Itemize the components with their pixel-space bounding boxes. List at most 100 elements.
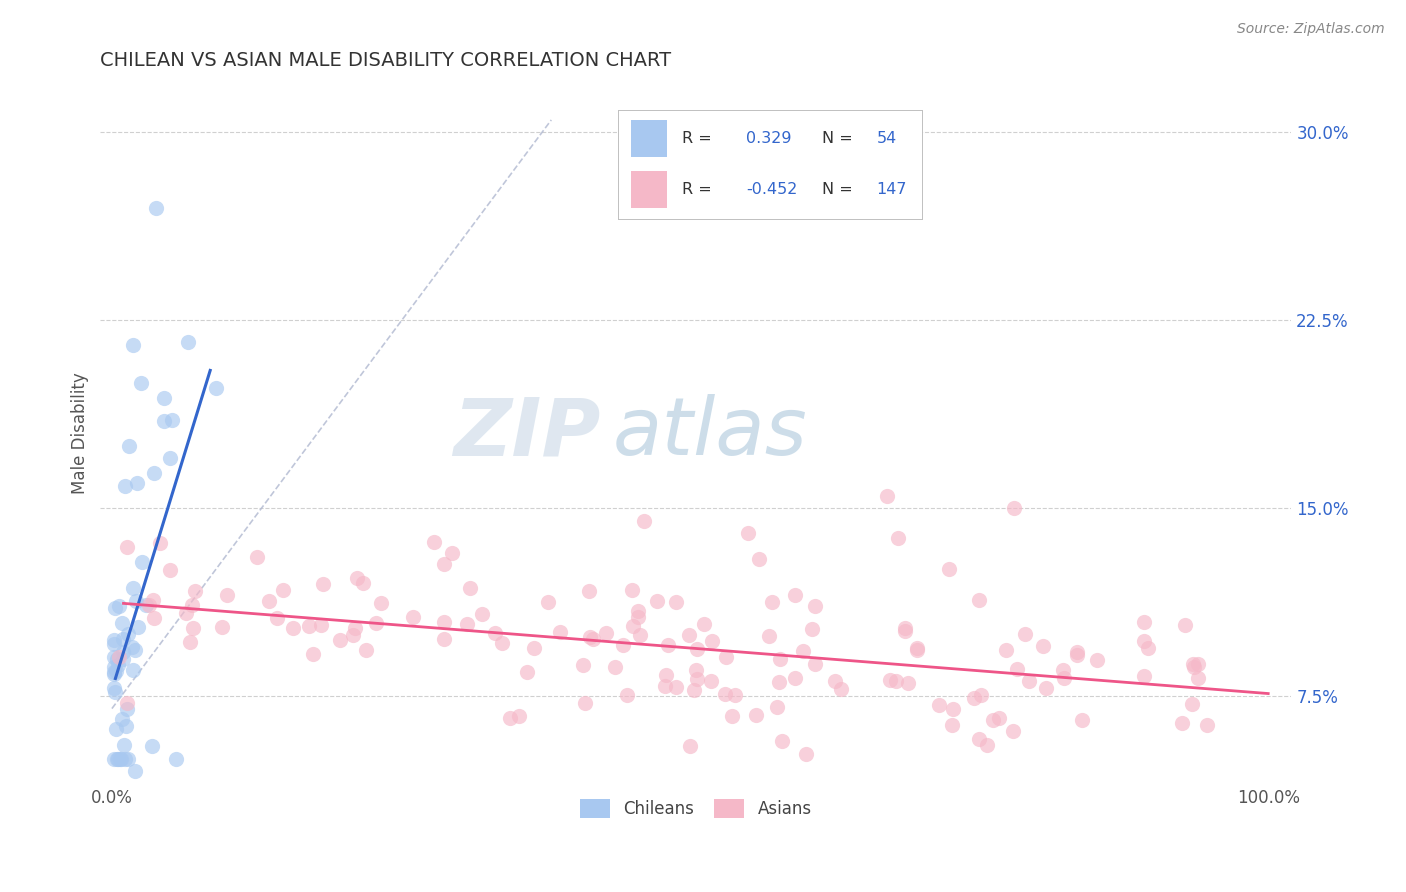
Point bbox=[574, 697, 596, 711]
Point bbox=[115, 719, 138, 733]
Point bbox=[884, 674, 907, 689]
Point bbox=[516, 665, 538, 680]
Point bbox=[685, 663, 707, 677]
Point bbox=[103, 649, 125, 664]
Point bbox=[103, 667, 125, 681]
Point bbox=[135, 599, 157, 613]
Point bbox=[724, 688, 747, 702]
Point bbox=[138, 599, 160, 613]
Point bbox=[271, 583, 294, 598]
Point bbox=[103, 752, 125, 766]
Point bbox=[714, 650, 737, 665]
Point bbox=[627, 610, 650, 624]
Point bbox=[107, 650, 129, 665]
Point bbox=[131, 555, 153, 569]
Point bbox=[108, 599, 131, 613]
Point bbox=[630, 628, 652, 642]
Point bbox=[700, 674, 723, 689]
Point bbox=[876, 489, 898, 503]
Point bbox=[879, 673, 901, 688]
Point bbox=[1174, 617, 1197, 632]
Point bbox=[692, 616, 714, 631]
Point bbox=[612, 638, 634, 652]
Point bbox=[783, 671, 806, 685]
Point bbox=[266, 611, 288, 625]
Point bbox=[107, 752, 129, 766]
Point bbox=[103, 681, 125, 696]
Point bbox=[104, 665, 127, 679]
Point bbox=[1132, 615, 1154, 629]
Point bbox=[1133, 669, 1156, 683]
Point bbox=[111, 616, 134, 631]
Point bbox=[897, 676, 920, 690]
Text: atlas: atlas bbox=[613, 394, 807, 472]
Point bbox=[352, 575, 374, 590]
Point bbox=[103, 665, 125, 679]
Point bbox=[721, 709, 744, 723]
Point bbox=[578, 583, 600, 598]
Point bbox=[354, 643, 377, 657]
Point bbox=[111, 645, 134, 659]
Point bbox=[803, 599, 825, 613]
Point bbox=[1032, 639, 1054, 653]
Point bbox=[118, 439, 141, 453]
Point bbox=[655, 667, 678, 681]
Point bbox=[679, 739, 702, 754]
Point bbox=[770, 734, 793, 748]
Point bbox=[1001, 723, 1024, 738]
Point bbox=[572, 657, 595, 672]
Point bbox=[456, 617, 478, 632]
Point bbox=[103, 637, 125, 651]
Point bbox=[1002, 501, 1025, 516]
Point bbox=[928, 698, 950, 713]
Point bbox=[484, 626, 506, 640]
Point bbox=[281, 621, 304, 635]
Point bbox=[433, 632, 456, 647]
Point bbox=[1187, 657, 1209, 671]
Point bbox=[117, 752, 139, 766]
Point bbox=[471, 607, 494, 621]
Point bbox=[491, 636, 513, 650]
Point bbox=[125, 594, 148, 608]
Point bbox=[159, 564, 181, 578]
Point bbox=[257, 594, 280, 608]
Point bbox=[246, 549, 269, 564]
Point bbox=[184, 584, 207, 599]
Point bbox=[1171, 715, 1194, 730]
Point bbox=[112, 738, 135, 752]
Point bbox=[938, 562, 960, 576]
Point bbox=[114, 479, 136, 493]
Point bbox=[104, 684, 127, 698]
Point bbox=[830, 681, 852, 696]
Point bbox=[678, 628, 700, 642]
Point bbox=[153, 413, 176, 427]
Point bbox=[177, 335, 200, 350]
Point bbox=[103, 633, 125, 648]
Point bbox=[499, 711, 522, 725]
Point bbox=[683, 683, 706, 698]
Point bbox=[142, 611, 165, 625]
Point bbox=[364, 616, 387, 631]
Point bbox=[441, 546, 464, 560]
Point bbox=[963, 691, 986, 706]
Point bbox=[103, 659, 125, 673]
Point bbox=[665, 680, 688, 694]
Point bbox=[115, 702, 138, 716]
Point bbox=[159, 451, 181, 466]
Point bbox=[1085, 653, 1108, 667]
Point bbox=[1014, 627, 1036, 641]
Point bbox=[794, 747, 817, 761]
Point bbox=[124, 764, 146, 779]
Point bbox=[976, 739, 998, 753]
Point bbox=[141, 739, 163, 754]
Point bbox=[153, 391, 176, 405]
Point bbox=[1187, 671, 1209, 685]
Point bbox=[125, 476, 148, 491]
Point bbox=[645, 594, 668, 608]
Point bbox=[1053, 671, 1076, 685]
Point bbox=[176, 606, 198, 620]
Point bbox=[181, 621, 204, 635]
Point bbox=[105, 752, 128, 766]
Point bbox=[508, 709, 530, 723]
Point bbox=[621, 619, 644, 633]
